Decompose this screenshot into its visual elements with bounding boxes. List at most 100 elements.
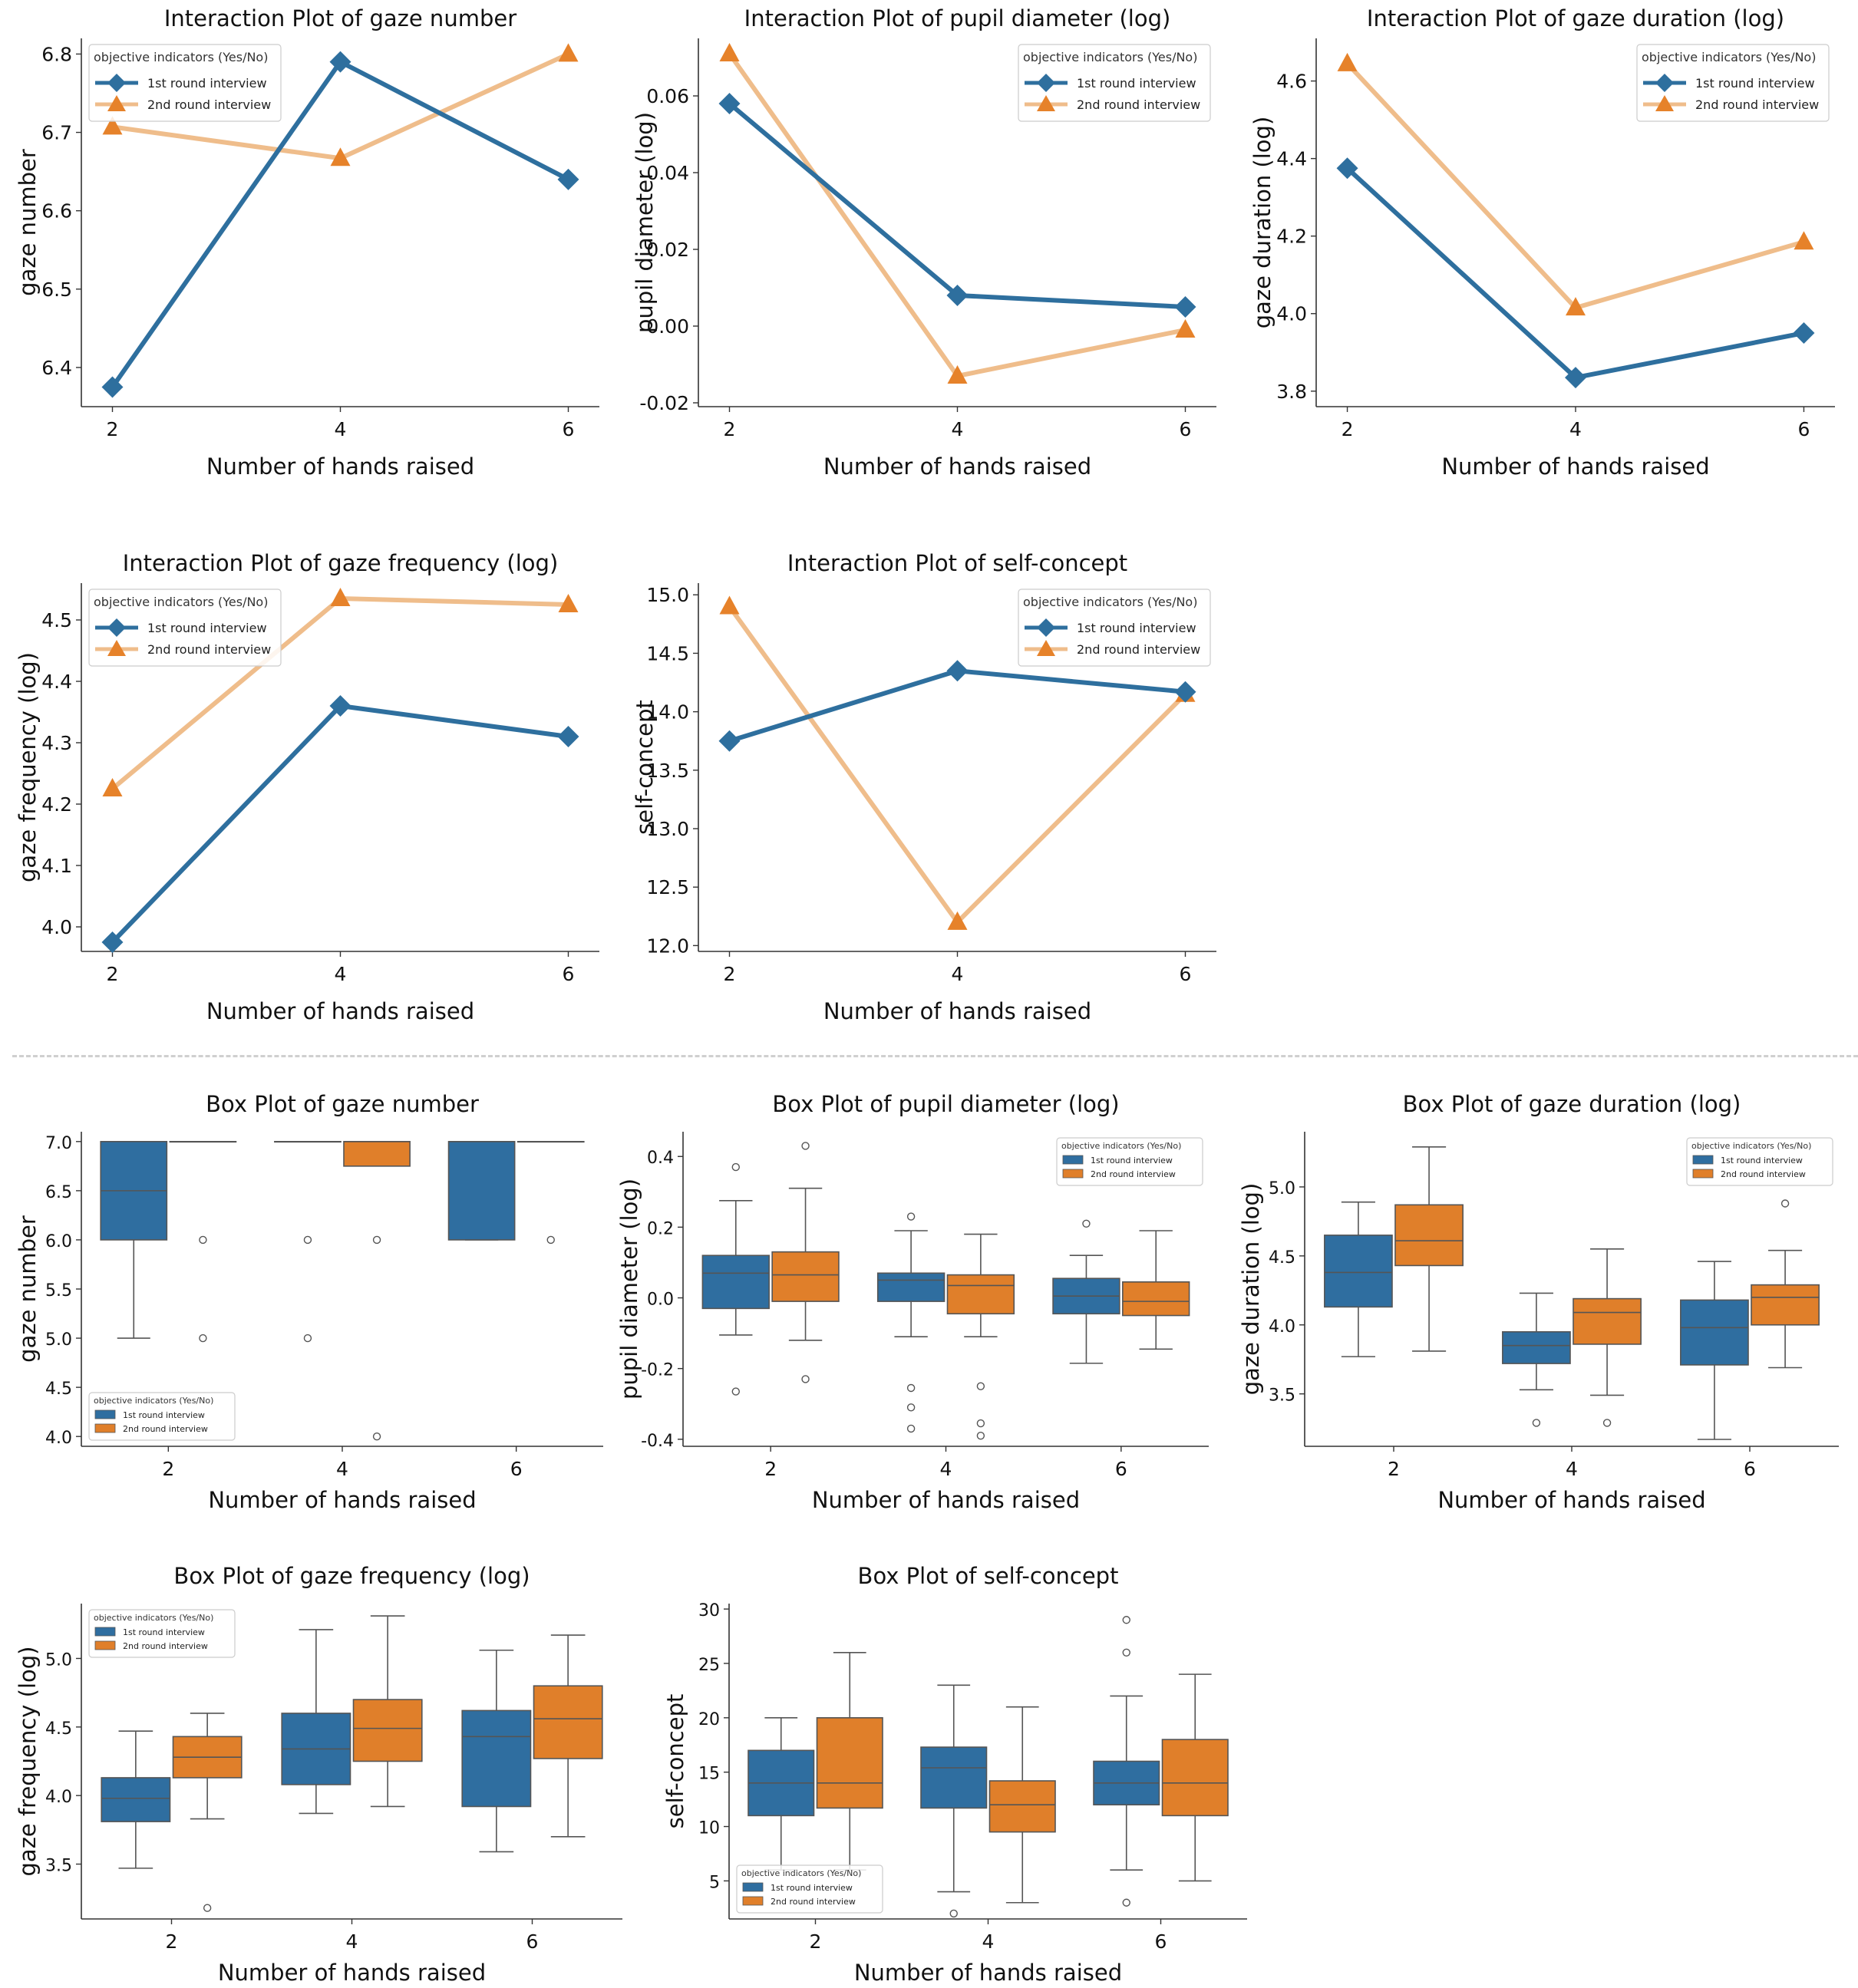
point-diamond <box>329 51 351 73</box>
box-body <box>352 1699 423 1762</box>
legend-label-1: 1st round interview <box>1695 76 1815 91</box>
y-tick-label: 4.4 <box>41 671 72 693</box>
y-tick-label: 4.0 <box>1269 1317 1295 1337</box>
x-tick-label: 4 <box>346 1930 358 1953</box>
chart-title: Box Plot of pupil diameter (log) <box>772 1091 1119 1117</box>
y-axis-label: self-concept <box>632 700 658 835</box>
box-1-6 <box>1052 1219 1120 1364</box>
y-tick-label: 6.8 <box>41 43 72 65</box>
legend-label-1: 1st round interview <box>1077 621 1196 635</box>
y-tick-label: 25 <box>698 1656 720 1675</box>
outlier-point <box>1780 1199 1790 1208</box>
y-tick-label: 4.2 <box>41 793 72 816</box>
y-tick-label: 6.5 <box>45 1183 72 1202</box>
legend-title: objective indicators (Yes/No) <box>94 595 268 609</box>
legend-title: objective indicators (Yes/No) <box>741 1868 861 1878</box>
legend-frame <box>1018 44 1211 122</box>
legend-label-1: 1st round interview <box>1721 1156 1803 1165</box>
chart-title: Interaction Plot of gaze number <box>164 5 516 31</box>
x-axis-label: Number of hands raised <box>854 1960 1122 1986</box>
legend-frame <box>88 1392 236 1441</box>
x-tick-label: 2 <box>810 1930 822 1953</box>
outlier-point <box>976 1419 985 1428</box>
y-tick-label: -0.2 <box>641 1361 674 1380</box>
box-1-6 <box>447 1141 516 1241</box>
x-axis-label: Number of hands raised <box>218 1960 486 1986</box>
legend-label-2: 2nd round interview <box>123 1641 208 1651</box>
outlier-point <box>303 1235 312 1245</box>
point-triangle <box>558 594 579 612</box>
box-body <box>701 1254 770 1310</box>
x-tick-label: 6 <box>563 418 575 440</box>
y-tick-label: 0.00 <box>646 315 689 338</box>
box-body <box>771 1251 840 1302</box>
y-tick-label: 3.5 <box>1269 1386 1295 1406</box>
box-2-6 <box>533 1634 603 1838</box>
box-body <box>447 1141 516 1241</box>
outlier-point <box>906 1403 916 1412</box>
chart-title: Interaction Plot of self-concept <box>787 550 1127 576</box>
y-tick-label: 15 <box>698 1765 720 1784</box>
box-1-4 <box>281 1629 351 1815</box>
y-tick-label: 5 <box>709 1873 720 1892</box>
point-diamond <box>946 660 969 682</box>
legend: objective indicators (Yes/No) 1st round i… <box>88 1609 236 1658</box>
legend-label-2: 2nd round interview <box>147 97 271 112</box>
y-tick-label: 0.02 <box>646 239 689 261</box>
outlier-point <box>1122 1898 1130 1907</box>
legend-frame <box>1686 1137 1833 1186</box>
chart-title: Interaction Plot of gaze frequency (log) <box>123 550 559 576</box>
legend-swatch-1 <box>94 1627 116 1637</box>
legend-frame <box>88 1609 236 1658</box>
legend-label-1: 1st round interview <box>771 1883 853 1893</box>
outlier-point <box>1082 1219 1091 1228</box>
y-tick-label: 4.0 <box>45 1429 72 1448</box>
box-body <box>876 1272 946 1302</box>
box-body <box>1680 1299 1749 1366</box>
legend: objective indicators (Yes/No) 1st round i… <box>736 1864 883 1914</box>
legend-title: objective indicators (Yes/No) <box>1023 50 1197 64</box>
legend: objective indicators (Yes/No) 1st round i… <box>1636 44 1830 122</box>
point-diamond <box>557 726 579 747</box>
legend-label-2: 2nd round interview <box>147 642 271 657</box>
chart-title: Box Plot of self-concept <box>858 1563 1119 1589</box>
legend-swatch-2 <box>94 1640 116 1650</box>
box-1-2 <box>1324 1201 1393 1357</box>
box-1-2 <box>101 1730 171 1869</box>
point-diamond <box>1174 296 1196 318</box>
y-tick-label: 5.0 <box>45 1650 72 1670</box>
legend: objective indicators (Yes/No) 1st round i… <box>88 588 282 667</box>
x-axis-label: Number of hands raised <box>1437 1487 1705 1513</box>
outlier-point <box>1602 1419 1612 1427</box>
outlier-point <box>949 1909 958 1918</box>
point-triangle <box>102 116 123 135</box>
chart-svg: Interaction Plot of gaze duration (log) 3… <box>1249 5 1835 480</box>
x-tick-label: 2 <box>724 418 736 440</box>
x-tick-label: 2 <box>107 418 119 440</box>
legend-frame <box>1018 588 1211 667</box>
box-2-2 <box>816 1651 883 1871</box>
legend: objective indicators (Yes/No) 1st round i… <box>1018 588 1211 667</box>
legend-marker-diamond <box>107 74 126 92</box>
box-1-6 <box>461 1649 532 1853</box>
box-2-2 <box>771 1142 840 1383</box>
y-tick-label: 0.04 <box>646 162 689 184</box>
outlier-point <box>801 1142 810 1150</box>
box-2-4 <box>988 1706 1056 1904</box>
legend-label-1: 1st round interview <box>1077 76 1196 91</box>
y-tick-label: 0.4 <box>647 1149 674 1168</box>
legend-title: objective indicators (Yes/No) <box>94 1396 213 1406</box>
x-tick-label: 6 <box>1115 1458 1127 1480</box>
y-axis-label: gaze frequency (log) <box>15 1647 41 1877</box>
x-axis-label: Number of hands raised <box>206 998 474 1024</box>
box-1-4 <box>1502 1292 1571 1427</box>
y-tick-label: -0.02 <box>639 392 689 414</box>
point-diamond <box>557 168 579 190</box>
x-tick-label: 4 <box>952 418 964 440</box>
legend-swatch-2 <box>94 1423 116 1433</box>
y-tick-label: 4.5 <box>41 609 72 631</box>
point-triangle <box>947 365 968 384</box>
point-triangle <box>330 147 351 166</box>
point-diamond <box>1793 322 1815 344</box>
y-tick-label: 30 <box>698 1601 720 1620</box>
